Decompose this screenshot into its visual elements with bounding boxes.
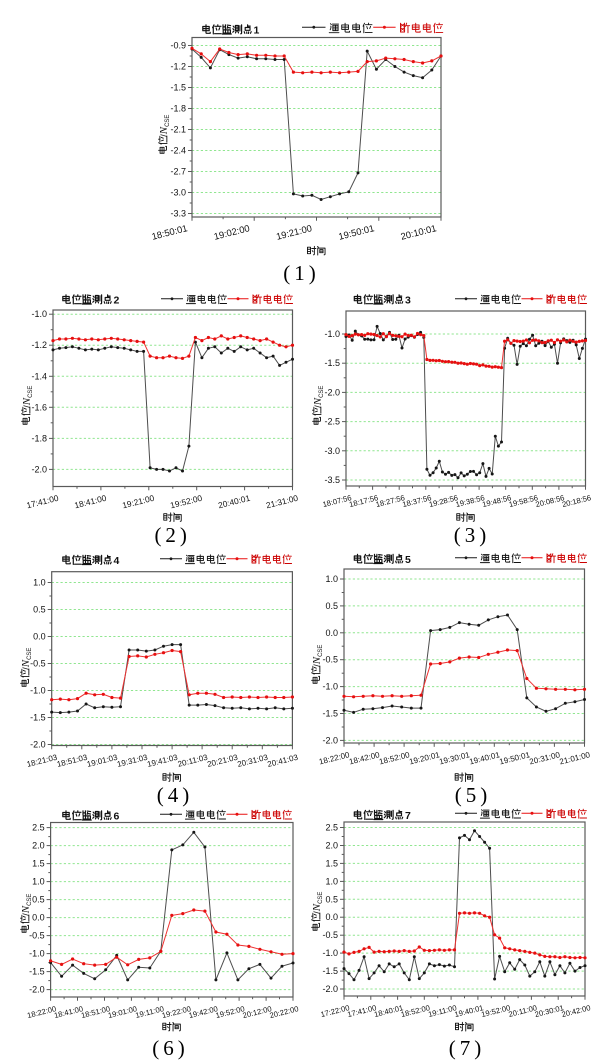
svg-text:1.5: 1.5: [32, 859, 45, 869]
svg-text:-1.0: -1.0: [322, 682, 338, 692]
svg-text:-0.5: -0.5: [322, 930, 338, 940]
svg-text:5: 5: [405, 554, 411, 566]
svg-text:0.0: 0.0: [33, 632, 46, 642]
svg-text:-1.6: -1.6: [31, 402, 47, 412]
svg-text:-2.7: -2.7: [170, 167, 186, 177]
svg-text:-2.0: -2.0: [30, 740, 46, 750]
svg-text:(6): (6): [152, 1036, 189, 1060]
svg-text:-0.5: -0.5: [322, 655, 338, 665]
svg-text:-1.0: -1.0: [31, 309, 47, 319]
svg-text:1.5: 1.5: [325, 858, 338, 868]
svg-text:1.0: 1.0: [32, 877, 45, 887]
svg-text:(2): (2): [154, 523, 191, 547]
svg-text:1.0: 1.0: [33, 578, 46, 588]
svg-text:-1.2: -1.2: [170, 62, 186, 72]
svg-text:-1.5: -1.5: [170, 83, 186, 93]
svg-text:-1.5: -1.5: [29, 967, 45, 977]
svg-text:-1.5: -1.5: [324, 358, 340, 368]
svg-text:-1.8: -1.8: [170, 104, 186, 114]
svg-text:1.0: 1.0: [325, 876, 338, 886]
svg-text:6: 6: [114, 811, 120, 823]
svg-text:-2.1: -2.1: [170, 125, 186, 135]
svg-text:4: 4: [114, 555, 120, 567]
svg-text:1: 1: [254, 25, 260, 37]
svg-text:-2.4: -2.4: [170, 146, 186, 156]
svg-text:-1.4: -1.4: [31, 371, 47, 381]
svg-text:-1.0: -1.0: [30, 686, 46, 696]
svg-text:0.5: 0.5: [325, 894, 338, 904]
svg-text:-1.5: -1.5: [322, 966, 338, 976]
svg-text:-1.0: -1.0: [29, 949, 45, 959]
svg-text:-0.5: -0.5: [29, 931, 45, 941]
svg-text:0.5: 0.5: [33, 605, 46, 615]
svg-text:-0.9: -0.9: [170, 41, 186, 51]
svg-text:(1): (1): [283, 261, 320, 285]
svg-text:-3.5: -3.5: [324, 475, 340, 485]
svg-text:0.5: 0.5: [325, 601, 338, 611]
svg-text:0.0: 0.0: [32, 913, 45, 923]
svg-text:-1.0: -1.0: [324, 329, 340, 339]
svg-text:-0.5: -0.5: [30, 659, 46, 669]
svg-text:-1.5: -1.5: [322, 709, 338, 719]
svg-text:(3): (3): [454, 523, 491, 547]
svg-text:-2.0: -2.0: [322, 984, 338, 994]
svg-text:(7): (7): [449, 1036, 486, 1060]
svg-text:0.0: 0.0: [325, 912, 338, 922]
svg-text:-1.8: -1.8: [31, 433, 47, 443]
svg-text:0.0: 0.0: [325, 628, 338, 638]
svg-text:2: 2: [114, 295, 120, 307]
svg-text:2.5: 2.5: [32, 823, 45, 833]
svg-text:-3.0: -3.0: [170, 188, 186, 198]
svg-text:-2.0: -2.0: [29, 985, 45, 995]
svg-text:7: 7: [405, 810, 411, 822]
svg-text:2.0: 2.0: [32, 841, 45, 851]
svg-text:2.0: 2.0: [325, 841, 338, 851]
svg-text:-1.2: -1.2: [31, 340, 47, 350]
svg-text:-3.0: -3.0: [324, 446, 340, 456]
svg-text:-2.0: -2.0: [324, 387, 340, 397]
svg-text:-3.3: -3.3: [170, 209, 186, 219]
svg-text:(4): (4): [157, 783, 194, 807]
svg-text:-2.5: -2.5: [324, 417, 340, 427]
svg-text:(5): (5): [455, 783, 492, 807]
svg-text:3: 3: [405, 295, 411, 307]
svg-text:-1.5: -1.5: [30, 713, 46, 723]
svg-text:-2.0: -2.0: [322, 735, 338, 745]
svg-text:1.0: 1.0: [325, 574, 338, 584]
svg-text:-2.0: -2.0: [31, 464, 47, 474]
svg-text:-1.0: -1.0: [322, 948, 338, 958]
svg-text:0.5: 0.5: [32, 895, 45, 905]
svg-text:2.5: 2.5: [325, 823, 338, 833]
